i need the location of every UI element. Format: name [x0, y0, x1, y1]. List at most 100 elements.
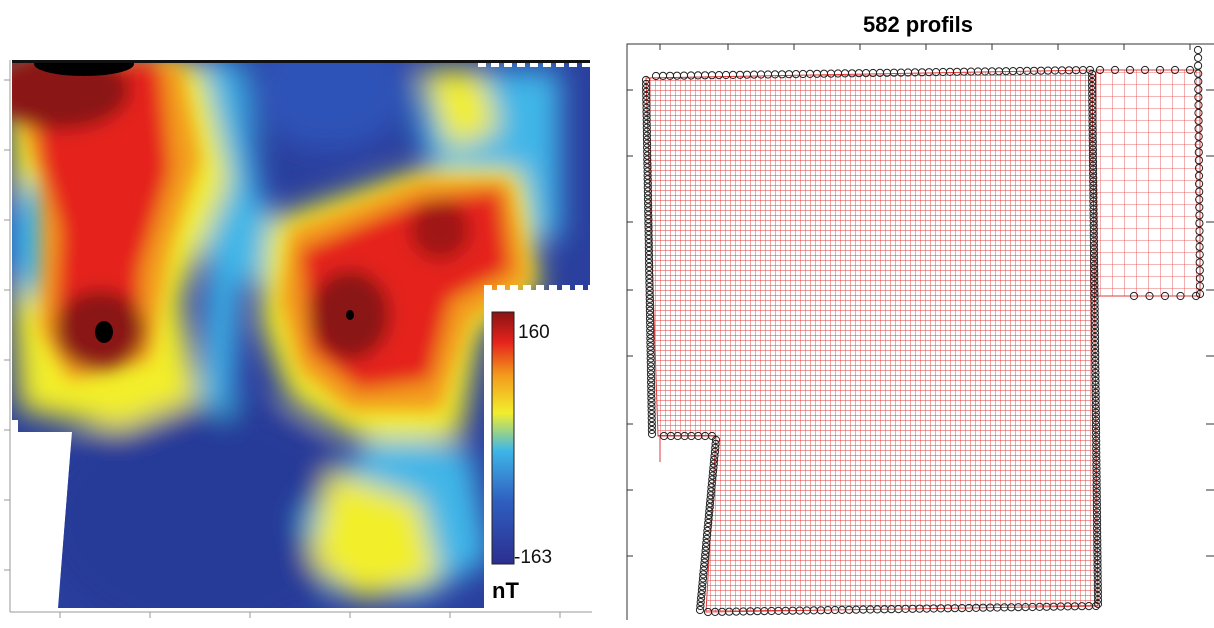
endpoint-marker — [642, 131, 651, 140]
endpoint-marker — [699, 570, 708, 579]
endpoint-marker — [1093, 556, 1102, 565]
endpoint-marker — [711, 443, 720, 452]
endpoint-marker — [1090, 336, 1100, 346]
endpoint-marker — [701, 542, 711, 551]
endpoint-marker — [1194, 93, 1203, 102]
endpoint-marker — [645, 258, 654, 268]
endpoint-marker — [644, 246, 653, 256]
endpoint-marker — [1090, 261, 1099, 270]
endpoint-marker — [708, 471, 717, 480]
endpoint-marker — [1092, 476, 1101, 485]
endpoint-marker — [646, 318, 655, 327]
endpoint-marker — [644, 250, 654, 260]
endpoint-marker — [1090, 281, 1099, 290]
endpoint-marker — [1089, 201, 1098, 210]
endpoint-marker — [704, 510, 714, 520]
endpoint-marker — [1194, 77, 1203, 86]
endpoint-marker — [645, 306, 654, 315]
endpoint-marker — [642, 99, 651, 109]
endpoint-marker — [1194, 164, 1204, 173]
endpoint-marker — [1091, 356, 1100, 365]
endpoint-marker — [1093, 536, 1102, 545]
endpoint-marker — [1093, 560, 1102, 569]
endpoint-marker — [710, 455, 719, 464]
survey-lines-coarse — [1095, 69, 1201, 297]
endpoint-marker — [1185, 65, 1195, 75]
endpoint-marker — [1194, 69, 1203, 78]
endpoint-marker — [646, 326, 655, 335]
endpoint-marker — [1091, 396, 1100, 405]
endpoint-marker — [1089, 209, 1098, 218]
endpoint-marker — [1195, 234, 1204, 243]
endpoint-marker — [1088, 129, 1097, 138]
endpoint-marker — [643, 147, 652, 156]
endpoint-marker — [1090, 321, 1099, 330]
endpoint-marker — [1194, 53, 1203, 63]
endpoint-marker — [1088, 109, 1097, 118]
endpoint-marker — [1191, 291, 1201, 301]
endpoint-marker — [703, 530, 712, 540]
endpoint-marker — [1195, 187, 1204, 196]
endpoint-marker — [1091, 352, 1100, 361]
endpoint-marker — [643, 159, 652, 168]
endpoint-marker — [698, 574, 708, 583]
endpoint-marker — [697, 594, 706, 603]
endpoint-marker — [642, 135, 652, 144]
endpoint-marker — [1090, 253, 1099, 262]
endpoint-marker — [1194, 85, 1203, 94]
endpoint-marker — [645, 262, 654, 271]
endpoint-marker — [1194, 132, 1203, 141]
endpoint-marker — [1092, 464, 1101, 473]
endpoint-marker — [1092, 472, 1101, 481]
endpoint-marker — [643, 139, 652, 148]
endpoint-marker — [1091, 380, 1100, 389]
endpoint-marker — [1089, 169, 1098, 178]
endpoint-marker — [646, 370, 656, 379]
endpoint-marker — [1091, 601, 1101, 611]
endpoint-marker — [1093, 591, 1102, 601]
endpoint-marker — [704, 515, 713, 524]
endpoint-marker — [642, 91, 651, 101]
endpoint-marker — [710, 447, 720, 456]
endpoint-marker — [1088, 77, 1097, 87]
endpoint-marker — [703, 522, 712, 532]
endpoint-marker — [647, 390, 656, 399]
endpoint-marker — [700, 558, 709, 567]
endpoint-marker — [643, 187, 652, 196]
endpoint-marker — [697, 590, 706, 599]
endpoint-marker — [1090, 332, 1100, 342]
endpoint-marker — [1085, 65, 1095, 75]
colorbar-max-label: 160 — [518, 322, 550, 343]
endpoint-marker — [1092, 508, 1102, 517]
endpoint-marker — [645, 270, 654, 279]
endpoint-marker — [1091, 400, 1100, 409]
endpoint-marker — [1092, 432, 1101, 441]
endpoint-marker — [698, 578, 707, 587]
profile-endpoint-markers — [641, 45, 1205, 617]
endpoint-marker — [1088, 81, 1097, 91]
anomaly-heatmap — [12, 62, 590, 608]
endpoint-marker — [1090, 317, 1099, 326]
endpoint-marker — [1091, 344, 1100, 354]
endpoint-marker — [1195, 274, 1205, 283]
anomaly-peak-center — [346, 310, 354, 320]
colorbar-min-label: -163 — [514, 547, 552, 568]
endpoint-marker — [644, 203, 653, 212]
endpoint-marker — [643, 183, 652, 192]
endpoint-marker — [642, 123, 651, 132]
endpoint-marker — [708, 475, 717, 484]
endpoint-marker — [1089, 213, 1098, 222]
endpoint-marker — [642, 95, 651, 105]
endpoint-marker — [1093, 544, 1102, 553]
endpoint-marker — [1092, 512, 1102, 521]
endpoint-marker — [1088, 85, 1097, 95]
endpoint-marker — [645, 278, 654, 287]
endpoint-marker — [646, 354, 655, 363]
endpoint-marker — [1090, 293, 1099, 302]
endpoint-marker — [646, 366, 655, 375]
endpoint-marker — [642, 87, 651, 97]
endpoint-marker — [1088, 113, 1097, 122]
endpoint-marker — [703, 526, 712, 536]
endpoint-marker — [1088, 93, 1097, 103]
endpoint-marker — [1091, 392, 1100, 401]
